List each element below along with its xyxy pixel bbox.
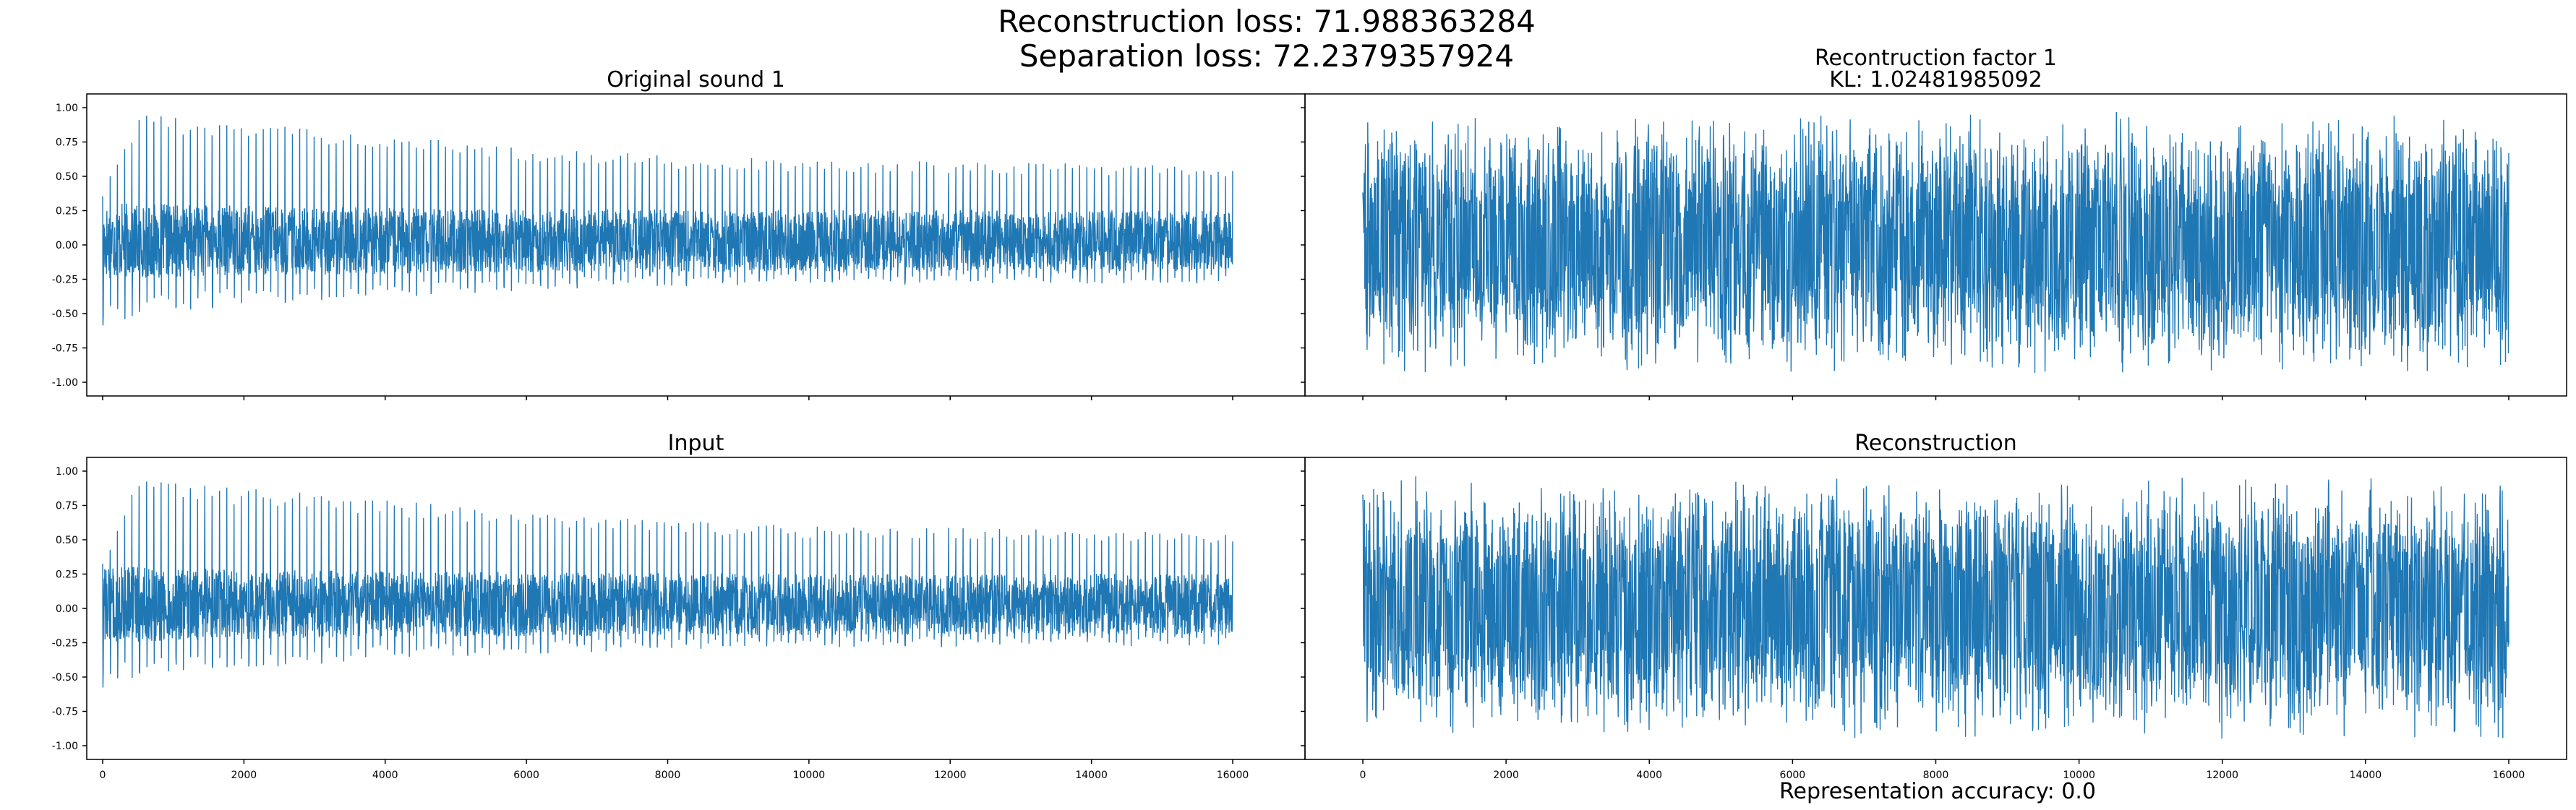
x-tick-label: 16000 [2493,770,2525,781]
x-tick-label: 4000 [372,770,398,781]
y-tick-label: 0.50 [56,535,78,546]
subplot-reconstruction: Reconstruction 0 2000 4000 6000 8000 10000 1200… [1301,431,2567,781]
y-tick-label: -0.25 [52,638,78,650]
y-tick-label: 0.25 [56,206,78,217]
y-tick-label: 0.00 [56,603,78,615]
subplot-title: Input [668,431,724,456]
series-line [1362,111,2509,374]
subplot-recon_factor: Recontruction factor 1KL: 1.02481985092 [1301,46,2567,400]
y-tick-label: 0.50 [56,171,78,183]
y-tick-label: -1.00 [52,741,78,752]
y-tick-label: 0.25 [56,569,78,581]
x-tick-label: 12000 [2206,770,2238,781]
x-tick-label: 10000 [2063,770,2095,781]
y-tick-label: -0.50 [52,309,78,320]
x-tick-label: 12000 [934,770,967,781]
series-line [102,481,1233,688]
x-tick-label: 14000 [1075,770,1108,781]
x-tick-label: 16000 [1217,770,1249,781]
y-tick-label: -0.75 [52,343,78,355]
x-tick-label: 6000 [513,770,539,781]
y-tick-label: -0.25 [52,275,78,286]
subplot-original: Original sound 1 -1.00 -0.75 -0.50 -0.25 0.00… [52,67,1306,400]
y-tick-label: 0.75 [56,137,78,149]
suptitle-reconstruction-loss: Reconstruction loss: 71.988363284 [998,4,1536,39]
x-tick-label: 8000 [1923,770,1949,781]
y-tick-label: -0.75 [52,707,78,718]
y-tick-label: -0.50 [52,672,78,684]
y-tick-label: 0.00 [56,240,78,251]
x-tick-label: 2000 [1493,770,1519,781]
x-tick-label: 0 [1360,770,1366,781]
footer-representation-accuracy: Representation accuracy: 0.0 [1779,779,2096,804]
subplot-grid: Original sound 1 -1.00 -0.75 -0.50 -0.25 0.00… [52,46,2567,781]
y-tick-label: 1.00 [56,103,78,114]
subplot-title: Recontruction factor 1 [1815,46,2057,71]
subplot-title: Reconstruction [1854,431,2017,456]
x-tick-label: 4000 [1636,770,1662,781]
suptitle-separation-loss: Separation loss: 72.2379357924 [1019,38,1514,74]
x-tick-label: 0 [100,770,106,781]
x-tick-label: 2000 [231,770,257,781]
series-line [1362,476,2509,739]
x-tick-label: 6000 [1780,770,1806,781]
y-tick-label: 1.00 [56,466,78,478]
series-line [102,115,1233,326]
subplot-subtitle: KL: 1.02481985092 [1829,67,2042,92]
subplot-input: Input -1.00 -0.75 -0.50 -0.25 0.00 0.25 0.50 0.7… [52,431,1306,781]
x-tick-label: 10000 [793,770,826,781]
x-tick-label: 14000 [2350,770,2382,781]
y-tick-label: -1.00 [52,377,78,389]
subplot-title: Original sound 1 [607,67,785,92]
x-tick-label: 8000 [655,770,681,781]
y-tick-label: 0.75 [56,501,78,512]
